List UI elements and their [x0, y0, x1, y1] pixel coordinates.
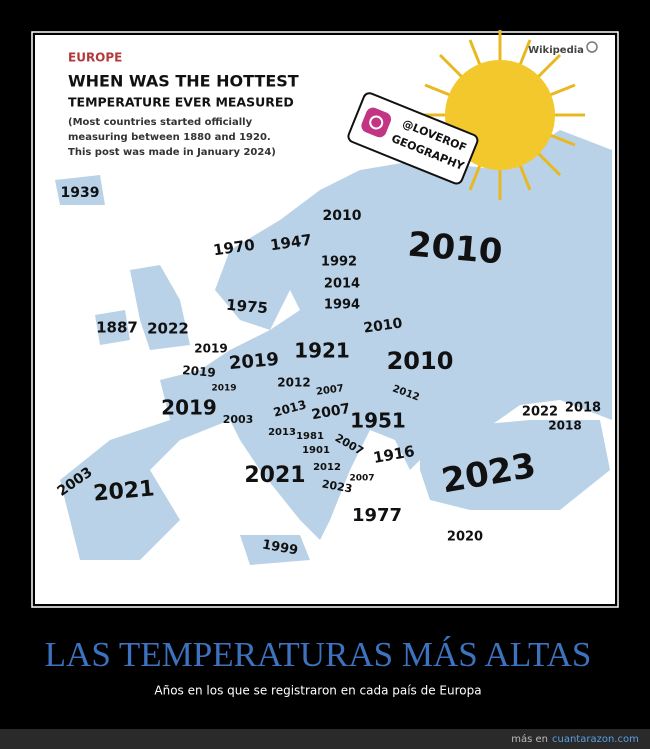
year-label: 1947: [269, 231, 313, 255]
year-label: 1901: [302, 445, 330, 456]
anatolia: [420, 420, 610, 510]
year-label: 1975: [225, 296, 268, 318]
year-label: 2012: [313, 462, 341, 473]
footer-link[interactable]: cuantarazon.com: [552, 734, 639, 745]
ireland: [95, 310, 130, 345]
year-labels: 1939 2010 1970 1947 2010 1992 2014 1975 1994 1887…: [54, 185, 601, 559]
year-label: 2010: [387, 347, 454, 375]
year-label: 2019: [161, 396, 217, 420]
britain: [130, 265, 190, 350]
land: [55, 130, 612, 565]
title: WHEN WAS THE HOTTEST: [68, 72, 299, 91]
year-label: 2018: [565, 401, 601, 416]
year-label: 1951: [350, 409, 406, 433]
note: (Most countries started officially: [68, 117, 253, 128]
year-label: 2010: [406, 224, 504, 272]
year-label: 2021: [92, 476, 155, 506]
note: This post was made in January 2024): [68, 147, 276, 158]
search-icon: [586, 41, 598, 53]
note: measuring between 1880 and 1920.: [68, 132, 271, 143]
year-label: 1887: [96, 319, 138, 337]
year-label: 2003: [223, 413, 254, 426]
year-label: 2007: [310, 401, 351, 424]
year-label: 2014: [324, 277, 360, 292]
badge: @LOVEROF GEOGRAPHY: [347, 92, 479, 185]
year-label: 2022: [147, 320, 189, 338]
islands: [240, 535, 310, 565]
year-label: 2023: [321, 477, 353, 495]
year-label: 1921: [294, 339, 350, 363]
source: Wikipedia: [528, 45, 584, 56]
year-label: 2012: [277, 376, 310, 390]
footer-prefix: más en: [511, 733, 548, 745]
mainland: [60, 130, 612, 560]
frame: [31, 31, 619, 608]
year-label: 1999: [261, 537, 299, 558]
year-label: 2010: [363, 315, 404, 336]
title: TEMPERATURE EVER MEASURED: [68, 95, 294, 110]
year-label: 2022: [522, 405, 558, 420]
caption-title: LAS TEMPERATURAS MÁS ALTAS: [45, 635, 592, 674]
year-label: 2019: [211, 384, 236, 394]
year-label: 1981: [296, 431, 324, 442]
year-label: 1970: [212, 236, 256, 260]
sun: [415, 30, 585, 200]
year-label: 2019: [182, 363, 216, 380]
region: EUROPE: [68, 51, 122, 65]
year-label: 2019: [194, 342, 227, 356]
year-label: 2007: [349, 474, 374, 484]
year-label: 1977: [352, 505, 402, 526]
year-label: 2021: [244, 463, 305, 488]
year-label: 2020: [447, 530, 483, 545]
year-label: 1994: [324, 298, 360, 313]
year-label: 2010: [323, 208, 362, 224]
iceland: [55, 175, 105, 205]
year-label: 1939: [61, 185, 100, 201]
footer-bar: [0, 729, 650, 749]
year-label: 2019: [228, 349, 280, 374]
year-label: 2013: [268, 427, 296, 438]
caption-subtitle: Años en los que se registraron en cada p…: [154, 684, 481, 698]
year-label: 2018: [548, 419, 581, 433]
year-label: 2007: [316, 383, 345, 398]
year-label: 1992: [321, 255, 357, 270]
